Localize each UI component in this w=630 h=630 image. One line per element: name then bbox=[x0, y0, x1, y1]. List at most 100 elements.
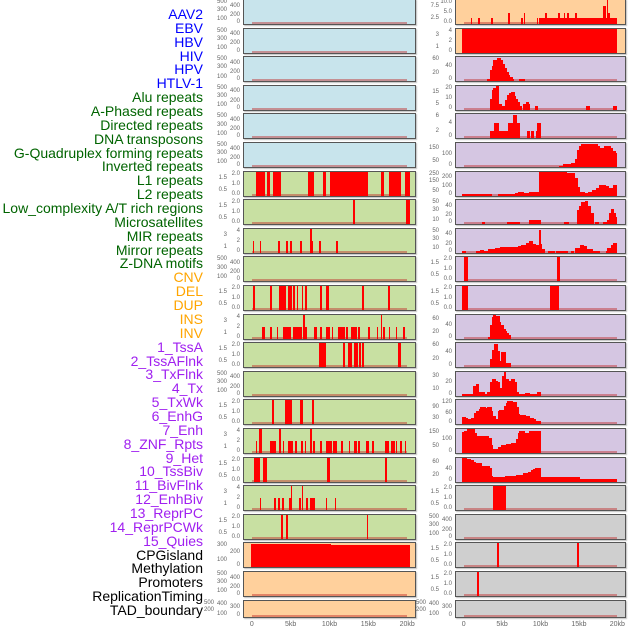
y-tick-label: 200 bbox=[229, 68, 240, 75]
baseline bbox=[251, 107, 408, 110]
y-tick-label: 20 bbox=[445, 211, 452, 218]
panel-2-tssaflnk bbox=[455, 84, 626, 111]
y-tick-label: 200 bbox=[229, 154, 240, 161]
baseline bbox=[463, 336, 618, 339]
y-tick-label: 100 bbox=[441, 436, 452, 443]
bar bbox=[278, 429, 281, 453]
bar bbox=[507, 94, 509, 110]
y-tick-label: 2.0 bbox=[231, 456, 240, 463]
bar bbox=[529, 417, 534, 425]
y-tick-label: 200 bbox=[229, 583, 240, 590]
y-tick-label: 0 bbox=[448, 448, 452, 454]
bar bbox=[318, 240, 321, 253]
y-tick-label: 300 bbox=[428, 521, 439, 528]
bar bbox=[611, 148, 614, 167]
panel-inverted-repeats bbox=[243, 313, 416, 340]
bar bbox=[261, 326, 265, 339]
bar bbox=[587, 191, 592, 196]
y-tick-label: 1.0 bbox=[231, 295, 240, 301]
bar bbox=[388, 171, 401, 196]
bar bbox=[262, 457, 268, 482]
y-tick-label: 100 bbox=[216, 588, 227, 595]
bar bbox=[596, 188, 600, 196]
bar bbox=[538, 18, 618, 24]
bar bbox=[462, 458, 467, 482]
bar bbox=[483, 250, 489, 253]
bar bbox=[558, 13, 560, 24]
y-tick-label: 1.5 bbox=[218, 460, 227, 467]
bar bbox=[506, 443, 512, 453]
y-tick-label: 300 bbox=[229, 604, 240, 611]
y-tick-label: 0.0 bbox=[231, 305, 240, 311]
baseline bbox=[251, 614, 408, 617]
bar bbox=[479, 392, 486, 396]
bar bbox=[310, 429, 312, 453]
y-tick-label: 500 bbox=[203, 599, 214, 606]
bar bbox=[503, 246, 518, 253]
bar bbox=[558, 165, 564, 167]
bar bbox=[499, 361, 502, 368]
bar bbox=[517, 122, 521, 139]
panel-15-quies bbox=[455, 456, 626, 483]
bar bbox=[577, 149, 580, 167]
bar bbox=[490, 69, 492, 82]
bar bbox=[509, 335, 512, 339]
panel-12-enhbiv bbox=[455, 370, 626, 397]
bar bbox=[395, 441, 398, 453]
bar bbox=[313, 441, 315, 453]
y-tick-label: 1.0 bbox=[443, 581, 452, 587]
y-tick-label: 1 bbox=[435, 43, 439, 50]
baseline bbox=[463, 107, 618, 110]
bar bbox=[352, 200, 356, 225]
y-tick-label: 400 bbox=[229, 145, 240, 152]
bar bbox=[333, 441, 338, 453]
x-tick-label: 10kb bbox=[321, 621, 338, 628]
y-tick-label: 1.5 bbox=[218, 174, 227, 181]
bar bbox=[491, 316, 494, 339]
bar bbox=[507, 221, 521, 225]
y-tick-label: 300 bbox=[216, 121, 227, 128]
y-tick-label: 500 bbox=[216, 113, 227, 120]
y-tick-label: 0 bbox=[448, 476, 452, 483]
baseline bbox=[251, 594, 408, 596]
bar bbox=[540, 243, 543, 253]
panel-ins bbox=[455, 0, 626, 25]
track-label: 1_TssA bbox=[157, 338, 203, 355]
track-label: 7_Enh bbox=[162, 421, 203, 438]
bar bbox=[578, 187, 581, 196]
track-label: 4_Tx bbox=[171, 380, 203, 397]
y-tick-label: 3 bbox=[223, 231, 227, 238]
track-label: 5_TxWk bbox=[151, 394, 203, 411]
bar bbox=[470, 18, 473, 24]
y-tick-label: 100 bbox=[216, 73, 227, 80]
y-tick-label: 200 bbox=[441, 173, 452, 180]
track-label: Inverted repeats bbox=[101, 158, 203, 175]
y-tick-label: 500 bbox=[216, 84, 227, 91]
bar bbox=[335, 240, 339, 253]
y-tick-label: 2.0 bbox=[443, 285, 452, 291]
bar bbox=[490, 382, 492, 396]
y-tick-label: 1.5 bbox=[218, 403, 227, 410]
bar bbox=[466, 429, 476, 453]
bar bbox=[462, 193, 492, 196]
track-label: 11_BivFlnk bbox=[134, 477, 203, 494]
y-tick-label: 15 bbox=[432, 89, 439, 96]
bar bbox=[475, 432, 478, 453]
bar bbox=[345, 326, 349, 339]
y-tick-label: 0 bbox=[448, 104, 452, 111]
bar bbox=[384, 457, 387, 482]
bar bbox=[252, 240, 255, 253]
y-tick-label: 0 bbox=[448, 47, 452, 54]
bar bbox=[320, 326, 322, 339]
y-tick-label: 1.5 bbox=[430, 289, 439, 295]
y-tick-label: 200 bbox=[203, 607, 214, 614]
panel-del bbox=[243, 571, 416, 597]
bar bbox=[395, 326, 398, 339]
bar bbox=[523, 13, 526, 24]
bar bbox=[584, 245, 588, 253]
y-tick-label: 1.5 bbox=[218, 289, 227, 295]
y-tick-label: 2.0 bbox=[231, 513, 240, 520]
y-tick-label: 100 bbox=[441, 183, 452, 190]
y-tick-label: 1 bbox=[223, 243, 227, 250]
y-tick-label: 10.0 bbox=[440, 0, 452, 5]
